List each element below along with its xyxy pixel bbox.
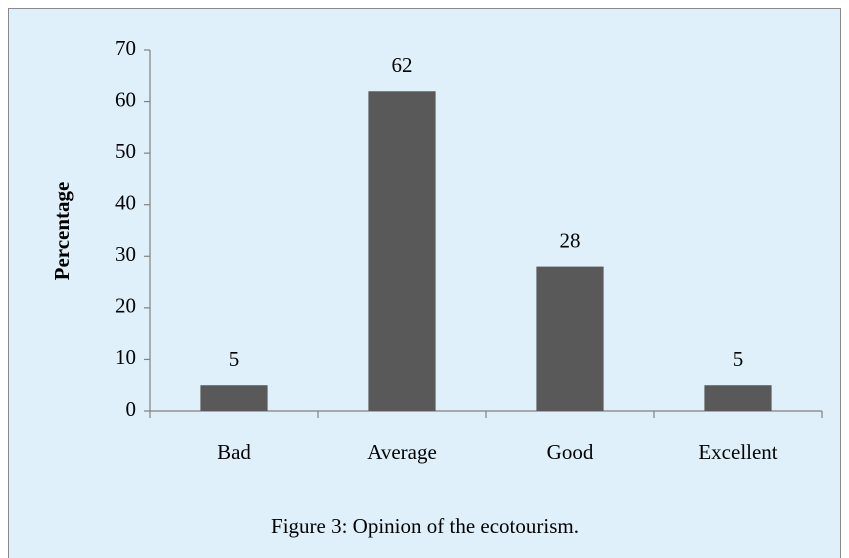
x-tick-label: Excellent: [698, 440, 777, 464]
y-axis-label: Percentage: [50, 182, 74, 281]
y-tick-label: 60: [115, 87, 136, 111]
y-tick-label: 0: [126, 397, 137, 421]
data-label: 5: [733, 347, 744, 371]
y-tick-label: 30: [115, 242, 136, 266]
y-tick-label: 50: [115, 139, 136, 163]
bar: [200, 385, 268, 411]
bar: [704, 385, 772, 411]
caption: Figure 3: Opinion of the ecotourism.: [271, 514, 579, 538]
data-label: 5: [229, 347, 240, 371]
bar: [536, 266, 604, 411]
data-label: 62: [392, 53, 413, 77]
y-tick-label: 10: [115, 345, 136, 369]
x-tick-label: Average: [367, 440, 437, 464]
y-tick-label: 40: [115, 191, 136, 215]
y-tick-label: 70: [115, 36, 136, 60]
data-label: 28: [560, 228, 581, 252]
y-tick-label: 20: [115, 294, 136, 318]
bar: [368, 91, 436, 411]
x-tick-label: Good: [547, 440, 594, 464]
x-tick-label: Bad: [217, 440, 251, 464]
